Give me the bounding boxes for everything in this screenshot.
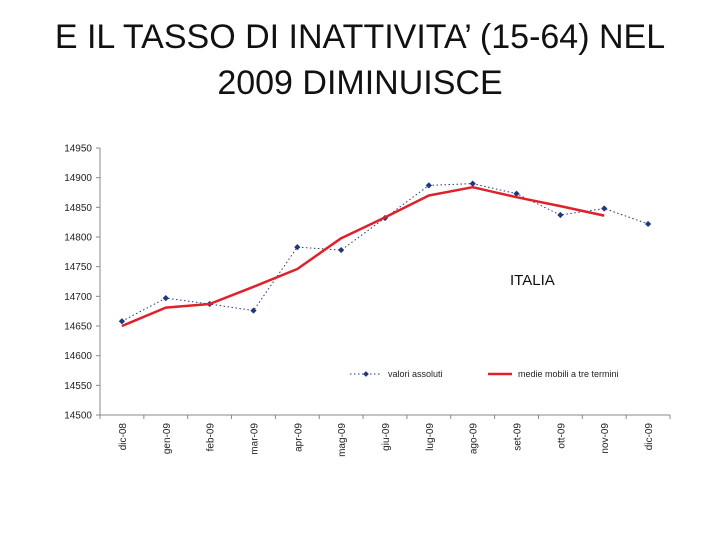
- slide-title: E IL TASSO DI INATTIVITA’ (15-64) NEL 20…: [20, 14, 700, 106]
- annotation-italia: ITALIA: [510, 272, 555, 289]
- chart-legend: valori assoluti medie mobili a tre termin…: [350, 369, 619, 379]
- data-point-marker: [469, 180, 476, 187]
- chart-axes: 14500 14550 14600 14650 14700 14750 14800 14850…: [64, 144, 671, 457]
- data-point-marker: [162, 295, 169, 302]
- title-line-2: 2009 DIMINUISCE: [217, 64, 503, 102]
- y-tick-label: 14750: [64, 262, 92, 273]
- legend-marker: [363, 371, 369, 377]
- data-point-marker: [557, 211, 564, 219]
- data-point-marker: [250, 307, 257, 314]
- x-tick-label: giu-09: [381, 423, 392, 451]
- data-point-marker: [425, 182, 432, 189]
- y-tick-label: 14650: [64, 322, 92, 333]
- y-tick-label: 14850: [64, 203, 92, 214]
- data-point-marker: [644, 220, 652, 228]
- series-line-moving-average: [121, 185, 605, 328]
- data-point-marker: [601, 205, 608, 212]
- data-point-marker: [294, 243, 301, 251]
- x-tick-label: mag-09: [337, 423, 348, 457]
- x-tick-label: dic-09: [644, 423, 655, 451]
- x-tick-label: mar-09: [249, 423, 260, 455]
- x-tick-label: feb-09: [206, 423, 217, 452]
- x-tick-label: lug-09: [425, 423, 436, 451]
- x-tick-label: gen-09: [162, 423, 173, 455]
- legend-label: valori assoluti: [388, 369, 443, 379]
- y-tick-label: 14950: [64, 144, 92, 155]
- legend-label: medie mobili a tre termini: [518, 369, 619, 379]
- data-point-marker: [118, 318, 126, 325]
- chart-plot-area: [118, 180, 652, 328]
- x-tick-label: dic-08: [118, 423, 129, 451]
- x-tick-label: set-09: [513, 423, 524, 451]
- series-line-absolute-values: [121, 183, 649, 322]
- x-tick-label: ott-09: [556, 423, 567, 449]
- y-tick-label: 14900: [64, 173, 92, 184]
- y-tick-label: 14500: [64, 411, 92, 422]
- x-tick-label: ago-09: [469, 423, 480, 455]
- y-tick-label: 14800: [64, 233, 92, 244]
- x-tick-label: apr-09: [293, 423, 304, 452]
- y-tick-label: 14550: [64, 381, 92, 392]
- x-tick-label: nov-09: [600, 423, 611, 454]
- y-tick-label: 14700: [64, 292, 92, 303]
- title-line-1: E IL TASSO DI INATTIVITA’ (15-64) NEL: [54, 18, 666, 56]
- data-point-marker: [338, 246, 345, 254]
- y-tick-label: 14600: [64, 351, 92, 362]
